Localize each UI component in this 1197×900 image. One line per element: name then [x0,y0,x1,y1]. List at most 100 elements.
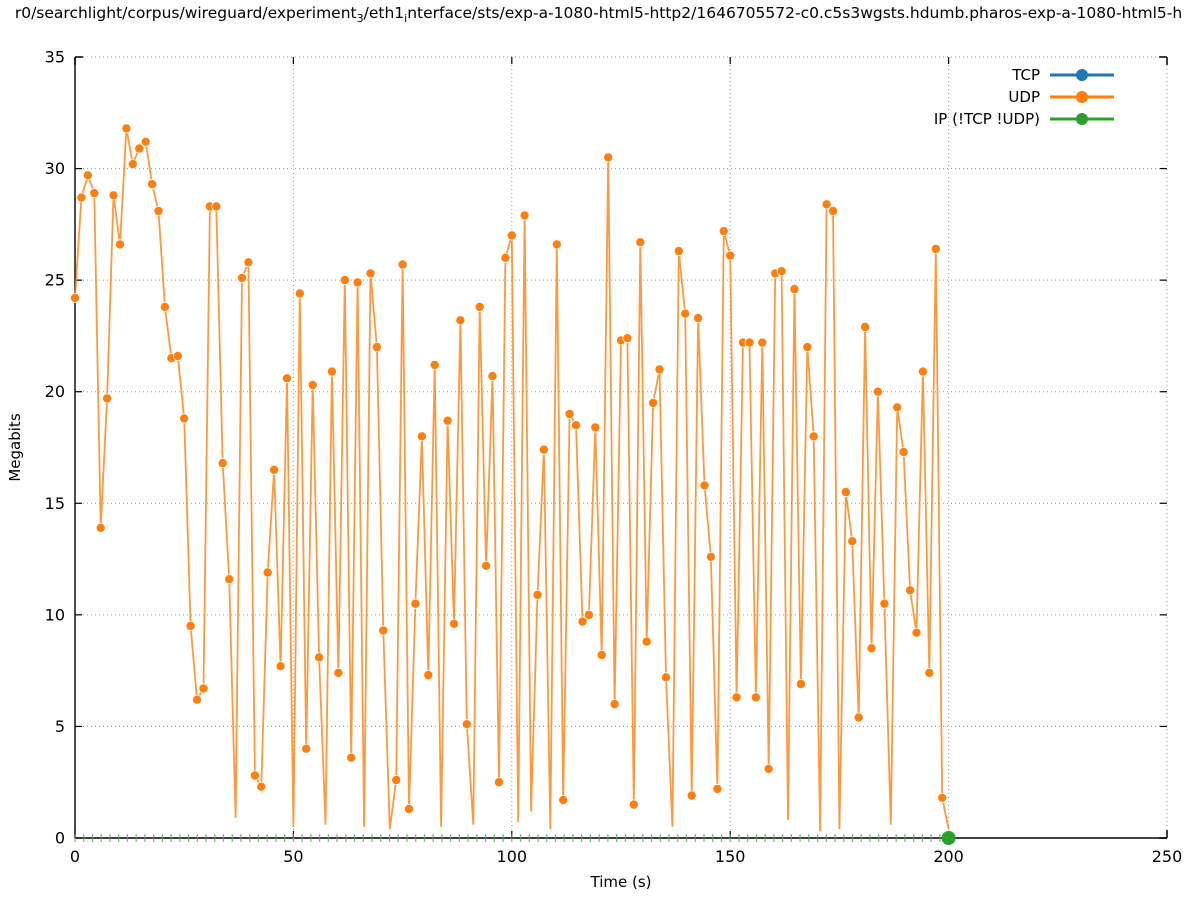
chart-title: r0/searchlight/corpus/wireguard/experime… [0,4,1197,25]
udp-series-point [403,804,414,815]
udp-series-point [693,313,704,324]
udp-series-point [102,393,113,404]
udp-series-point [776,266,787,277]
udp-series-point [892,402,903,413]
udp-series-point [256,781,267,792]
udp-series-point [596,650,607,661]
legend-label-udp: UDP [1008,88,1040,106]
udp-series-point [314,652,325,663]
udp-series-point [301,743,312,754]
udp-series-point [808,431,819,442]
udp-series-point [853,712,864,723]
title-part3: nterface/sts/exp-a-1080-html5-http2/1646… [407,4,1183,22]
ytick-label-15: 15 [45,494,65,513]
udp-series-point [506,230,517,241]
xtick-label-250: 250 [1152,847,1183,866]
udp-series-point [577,616,588,627]
udp-series-point [461,719,472,730]
udp-series-point [153,205,164,216]
udp-series-point [307,379,318,390]
udp-series-point [603,152,614,163]
udp-series-point [905,585,916,596]
udp-series-point [763,763,774,774]
udp-series-point [564,408,575,419]
udp-series-point [159,301,170,312]
udp-series-point [558,795,569,806]
ytick-label-20: 20 [45,382,65,401]
xtick-label-100: 100 [497,847,528,866]
udp-series-point [744,337,755,348]
legend-label-tcp: TCP [1011,66,1040,84]
udp-series-point [911,627,922,638]
udp-series-point [198,683,209,694]
udp-series-point [847,536,858,547]
udp-series-point [648,397,659,408]
udp-series-point [680,308,691,319]
udp-series-point [70,292,81,303]
udp-series-point [108,190,119,201]
udp-series-point [281,373,292,384]
udp-series-point [795,679,806,690]
udp-series-point [391,775,402,786]
udp-series-point [686,790,697,801]
udp-series-point [365,268,376,279]
udp-series-point [712,783,723,794]
y-axis-label: Megabits [6,413,24,481]
udp-series-point [89,188,100,199]
udp-series-point [191,694,202,705]
udp-series-point [185,621,196,632]
udp-series-point [429,359,440,370]
udp-series-point [571,420,582,431]
udp-series-point [448,618,459,629]
udp-series-point [930,243,941,254]
udp-series-point [179,413,190,424]
ytick-label-30: 30 [45,159,65,178]
udp-series-point [474,301,485,312]
legend-label-ip: IP (!TCP !UDP) [934,110,1040,128]
udp-series-point [243,257,254,268]
udp-series-point [493,777,504,788]
udp-series-point [821,199,832,210]
udp-series-point [127,159,138,170]
udp-series-point [635,237,646,248]
udp-series-point [622,333,633,344]
udp-series-point [757,337,768,348]
udp-series-point [82,170,93,181]
udp-series-point [590,422,601,433]
udp-series-point [211,201,222,212]
udp-series-point [487,371,498,382]
udp-series-point [879,598,890,609]
udp-series-point [661,672,672,683]
udp-series-point [326,366,337,377]
udp-series-point [731,692,742,703]
udp-series-point [898,446,909,457]
udp-series-point [538,444,549,455]
legend-point-sample [1076,91,1088,103]
ytick-label-25: 25 [45,271,65,290]
xtick-label-150: 150 [715,847,746,866]
udp-series-point [224,574,235,585]
udp-series-point [872,386,883,397]
title-sub2: i [404,12,408,26]
udp-series-point [378,625,389,636]
udp-series-point [397,259,408,270]
xtick-label-0: 0 [70,847,80,866]
udp-series-point [750,692,761,703]
udp-series-point [532,589,543,600]
udp-series-point [172,350,183,361]
udp-series-point [789,284,800,295]
udp-series-point [937,792,948,803]
udp-series-point [628,799,639,810]
title-sub1: 3 [356,12,364,26]
udp-series-point [828,205,839,216]
udp-series-point [134,143,145,154]
x-axis-label: Time (s) [590,873,652,891]
udp-series-point [654,364,665,375]
udp-series-point [699,480,710,491]
udp-series-point [352,277,363,288]
udp-series-point [802,342,813,353]
udp-series-point [115,239,126,250]
legend-point-sample [1076,69,1088,81]
udp-series-point [249,770,260,781]
